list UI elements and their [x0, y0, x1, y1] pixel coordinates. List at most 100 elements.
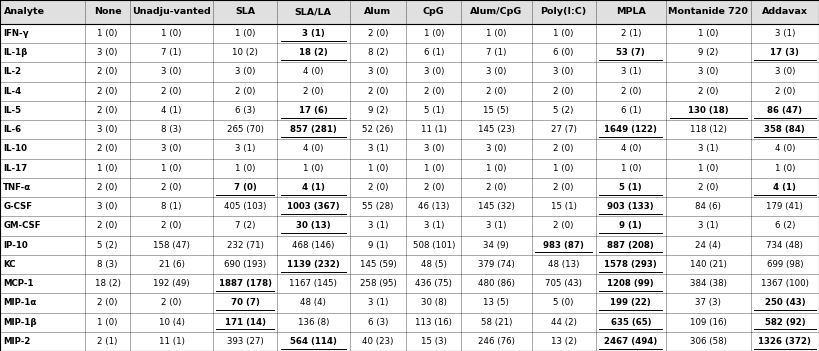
Text: 3 (1): 3 (1): [621, 67, 641, 77]
Text: 1 (0): 1 (0): [698, 29, 718, 38]
Text: 6 (3): 6 (3): [235, 106, 256, 115]
Text: 1 (0): 1 (0): [698, 164, 718, 173]
Text: 3 (1): 3 (1): [775, 29, 795, 38]
Bar: [0, 101, 819, 120]
Bar: [85, 0, 130, 24]
Text: TNF-α: TNF-α: [3, 183, 31, 192]
Text: 3 (0): 3 (0): [423, 67, 444, 77]
Text: 145 (59): 145 (59): [360, 260, 396, 269]
Text: 48 (13): 48 (13): [548, 260, 579, 269]
Text: 2 (0): 2 (0): [97, 67, 118, 77]
Text: 1 (0): 1 (0): [97, 318, 118, 327]
Text: 8 (1): 8 (1): [161, 202, 182, 211]
Text: 37 (3): 37 (3): [695, 298, 722, 307]
Text: 3 (0): 3 (0): [423, 145, 444, 153]
Bar: [0, 236, 819, 255]
Text: 379 (74): 379 (74): [478, 260, 514, 269]
Text: MIP-1α: MIP-1α: [3, 298, 37, 307]
Text: 405 (103): 405 (103): [224, 202, 266, 211]
Text: IL-2: IL-2: [3, 67, 21, 77]
Text: 7 (1): 7 (1): [486, 48, 506, 57]
Text: 199 (22): 199 (22): [610, 298, 651, 307]
Text: IFN-γ: IFN-γ: [3, 29, 29, 38]
Text: 6 (1): 6 (1): [423, 48, 444, 57]
Text: 136 (8): 136 (8): [297, 318, 329, 327]
Text: 2467 (494): 2467 (494): [604, 337, 658, 346]
Text: Analyte: Analyte: [4, 7, 45, 16]
Bar: [461, 0, 532, 24]
Text: 2 (0): 2 (0): [554, 145, 574, 153]
Text: 2 (0): 2 (0): [368, 29, 388, 38]
Text: 635 (65): 635 (65): [610, 318, 651, 327]
Text: Poly(I:C): Poly(I:C): [541, 7, 586, 16]
Text: MIP-1β: MIP-1β: [3, 318, 37, 327]
Text: 2 (0): 2 (0): [161, 221, 182, 230]
Text: 55 (28): 55 (28): [362, 202, 394, 211]
Text: 2 (0): 2 (0): [235, 87, 256, 96]
Text: 2 (0): 2 (0): [97, 106, 118, 115]
Bar: [0, 81, 819, 101]
Text: 3 (1): 3 (1): [368, 145, 388, 153]
Text: 18 (2): 18 (2): [95, 279, 120, 288]
Text: 2 (0): 2 (0): [554, 87, 574, 96]
Text: 34 (9): 34 (9): [483, 241, 509, 250]
Text: 5 (1): 5 (1): [619, 183, 642, 192]
Text: 1003 (367): 1003 (367): [287, 202, 340, 211]
Text: 27 (7): 27 (7): [550, 125, 577, 134]
Text: 983 (87): 983 (87): [543, 241, 584, 250]
Text: 306 (58): 306 (58): [690, 337, 726, 346]
Text: 3 (0): 3 (0): [486, 67, 506, 77]
Text: 690 (193): 690 (193): [224, 260, 266, 269]
Text: 3 (0): 3 (0): [775, 67, 795, 77]
Text: 3 (0): 3 (0): [161, 67, 182, 77]
Text: 3 (1): 3 (1): [302, 29, 324, 38]
Text: 3 (0): 3 (0): [161, 145, 182, 153]
Text: 1 (0): 1 (0): [235, 164, 256, 173]
Text: 48 (4): 48 (4): [301, 298, 326, 307]
Text: SLA: SLA: [235, 7, 256, 16]
Text: 1 (0): 1 (0): [161, 29, 182, 38]
Text: 1367 (100): 1367 (100): [761, 279, 809, 288]
Text: 58 (21): 58 (21): [481, 318, 512, 327]
Text: 179 (41): 179 (41): [767, 202, 803, 211]
Bar: [595, 0, 666, 24]
Text: 8 (3): 8 (3): [161, 125, 182, 134]
Text: 1 (0): 1 (0): [161, 164, 182, 173]
Text: 21 (6): 21 (6): [159, 260, 184, 269]
Text: 265 (70): 265 (70): [227, 125, 264, 134]
Bar: [0, 159, 819, 178]
Text: 109 (16): 109 (16): [690, 318, 726, 327]
Text: 1 (0): 1 (0): [423, 164, 444, 173]
Text: 2 (1): 2 (1): [97, 337, 118, 346]
Text: 2 (0): 2 (0): [486, 183, 506, 192]
Bar: [532, 0, 595, 24]
Text: 1 (0): 1 (0): [368, 164, 388, 173]
Text: 145 (32): 145 (32): [478, 202, 515, 211]
Text: 2 (0): 2 (0): [621, 87, 641, 96]
Text: 8 (3): 8 (3): [97, 260, 118, 269]
Text: 2 (0): 2 (0): [303, 87, 324, 96]
Text: 11 (1): 11 (1): [159, 337, 184, 346]
Text: 70 (7): 70 (7): [231, 298, 260, 307]
Text: 258 (95): 258 (95): [360, 279, 396, 288]
Text: 1578 (293): 1578 (293): [604, 260, 657, 269]
Text: 4 (0): 4 (0): [775, 145, 795, 153]
Text: 2 (0): 2 (0): [161, 298, 182, 307]
Text: 9 (1): 9 (1): [619, 221, 642, 230]
Bar: [277, 0, 350, 24]
Bar: [751, 0, 819, 24]
Bar: [0, 332, 819, 351]
Text: 1326 (372): 1326 (372): [758, 337, 812, 346]
Text: 1 (0): 1 (0): [235, 29, 256, 38]
Text: 2 (0): 2 (0): [775, 87, 795, 96]
Text: SLA/LA: SLA/LA: [295, 7, 332, 16]
Text: 4 (1): 4 (1): [302, 183, 325, 192]
Text: 192 (49): 192 (49): [153, 279, 190, 288]
Text: 2 (0): 2 (0): [698, 87, 718, 96]
Text: 30 (8): 30 (8): [421, 298, 446, 307]
Text: 3 (1): 3 (1): [368, 221, 388, 230]
Text: 6 (2): 6 (2): [775, 221, 795, 230]
Text: 5 (0): 5 (0): [554, 298, 574, 307]
Text: G-CSF: G-CSF: [3, 202, 32, 211]
Bar: [0, 197, 819, 216]
